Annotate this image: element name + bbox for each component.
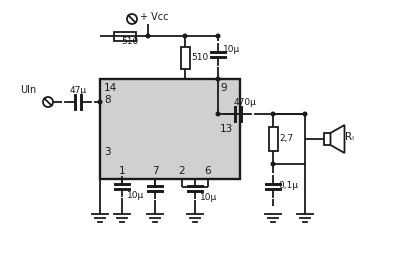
Bar — [114, 31, 136, 40]
Text: 7: 7 — [152, 166, 158, 176]
Circle shape — [216, 112, 220, 116]
Text: 10μ: 10μ — [223, 44, 240, 54]
Bar — [268, 127, 278, 151]
Circle shape — [216, 34, 220, 38]
Text: UIn: UIn — [20, 85, 36, 95]
Text: Rₗ: Rₗ — [345, 132, 354, 142]
Circle shape — [146, 34, 150, 38]
Text: 2,7: 2,7 — [279, 135, 293, 144]
Circle shape — [216, 77, 220, 81]
Text: 8: 8 — [104, 95, 111, 105]
Text: 510: 510 — [191, 54, 208, 62]
Circle shape — [303, 112, 307, 116]
Text: 10μ: 10μ — [200, 193, 217, 202]
Text: 0,1μ: 0,1μ — [278, 182, 298, 190]
Circle shape — [98, 100, 102, 104]
Text: 3: 3 — [104, 147, 111, 157]
Text: + Vcc: + Vcc — [140, 12, 168, 22]
Text: 47μ: 47μ — [70, 86, 87, 95]
Text: 1: 1 — [119, 166, 125, 176]
Circle shape — [183, 34, 187, 38]
Text: 9: 9 — [220, 83, 227, 93]
Bar — [100, 79, 240, 179]
Bar — [324, 133, 330, 145]
Bar — [180, 47, 190, 69]
Text: 510: 510 — [121, 37, 138, 46]
Text: 470μ: 470μ — [234, 98, 257, 107]
Text: 10μ: 10μ — [127, 191, 144, 200]
Text: 14: 14 — [104, 83, 117, 93]
Polygon shape — [330, 125, 344, 153]
Circle shape — [271, 112, 275, 116]
Text: 13: 13 — [220, 124, 233, 134]
Circle shape — [271, 162, 275, 166]
Text: 2: 2 — [179, 166, 185, 176]
Text: 6: 6 — [205, 166, 211, 176]
